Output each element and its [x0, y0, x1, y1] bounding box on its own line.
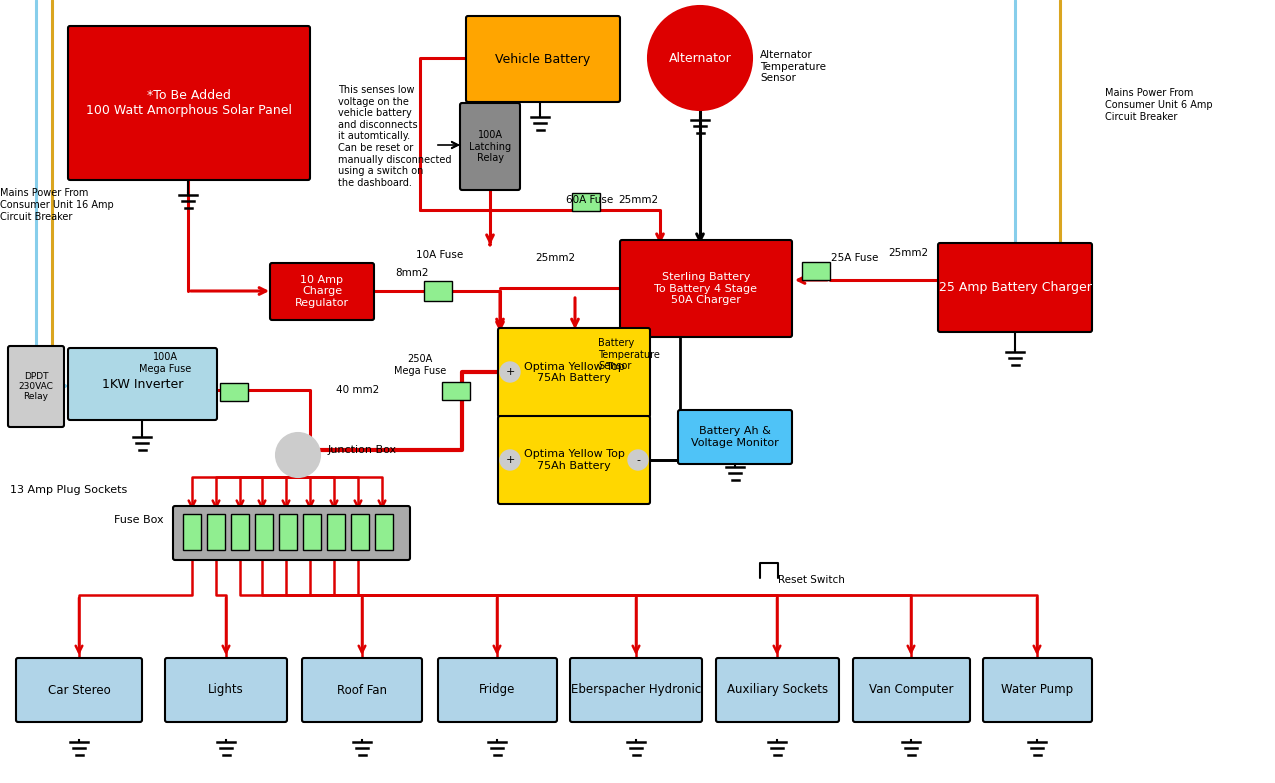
Text: Sterling Battery
To Battery 4 Stage
50A Charger: Sterling Battery To Battery 4 Stage 50A …	[654, 272, 757, 305]
FancyBboxPatch shape	[853, 658, 970, 722]
Bar	[375, 514, 393, 550]
Bar	[255, 514, 273, 550]
Text: 25 Amp Battery Charger: 25 Amp Battery Charger	[938, 281, 1091, 294]
FancyBboxPatch shape	[570, 658, 703, 722]
FancyBboxPatch shape	[499, 416, 650, 504]
Text: 100A
Mega Fuse: 100A Mega Fuse	[139, 352, 191, 373]
FancyBboxPatch shape	[439, 658, 557, 722]
Text: Mains Power From
Consumer Unit 16 Amp
Circuit Breaker: Mains Power From Consumer Unit 16 Amp Ci…	[0, 189, 113, 222]
Text: Alternator: Alternator	[668, 52, 732, 64]
FancyBboxPatch shape	[164, 658, 287, 722]
Text: DPDT
230VAC
Relay: DPDT 230VAC Relay	[19, 372, 54, 402]
Text: Car Stereo: Car Stereo	[47, 684, 111, 697]
FancyBboxPatch shape	[68, 348, 217, 420]
Text: 60A Fuse: 60A Fuse	[566, 195, 613, 205]
Circle shape	[275, 433, 320, 477]
Text: Auxiliary Sockets: Auxiliary Sockets	[727, 684, 827, 697]
Bar	[221, 383, 249, 401]
Text: +: +	[505, 367, 515, 377]
Text: 25mm2: 25mm2	[887, 248, 928, 258]
FancyBboxPatch shape	[8, 346, 64, 427]
Text: Eberspacher Hydronic: Eberspacher Hydronic	[571, 684, 701, 697]
FancyBboxPatch shape	[465, 16, 620, 102]
Circle shape	[500, 450, 520, 470]
Text: Junction Box: Junction Box	[328, 445, 397, 455]
Text: 8mm2: 8mm2	[395, 268, 428, 278]
FancyBboxPatch shape	[620, 240, 792, 337]
Text: Roof Fan: Roof Fan	[337, 684, 388, 697]
Text: 250A
Mega Fuse: 250A Mega Fuse	[394, 354, 446, 376]
Text: Fuse Box: Fuse Box	[115, 515, 164, 525]
Text: Lights: Lights	[208, 684, 244, 697]
Text: Optima Yellow Top
75Ah Battery: Optima Yellow Top 75Ah Battery	[524, 449, 625, 471]
Text: -: -	[636, 455, 640, 465]
FancyBboxPatch shape	[983, 658, 1091, 722]
Text: Vehicle Battery: Vehicle Battery	[496, 52, 590, 66]
Text: +: +	[505, 455, 515, 465]
FancyBboxPatch shape	[499, 328, 650, 417]
FancyBboxPatch shape	[678, 410, 792, 464]
Circle shape	[629, 450, 648, 470]
Bar	[572, 193, 601, 211]
Text: Battery
Temperature
Sensor: Battery Temperature Sensor	[598, 338, 660, 371]
FancyBboxPatch shape	[17, 658, 142, 722]
Text: 13 Amp Plug Sockets: 13 Amp Plug Sockets	[10, 485, 128, 495]
Text: Fridge: Fridge	[479, 684, 515, 697]
Text: Battery Ah &
Voltage Monitor: Battery Ah & Voltage Monitor	[691, 426, 779, 448]
Bar	[442, 382, 470, 400]
Text: 1KW Inverter: 1KW Inverter	[102, 377, 184, 391]
FancyBboxPatch shape	[460, 103, 520, 190]
Bar	[303, 514, 321, 550]
Text: *To Be Added
100 Watt Amorphous Solar Panel: *To Be Added 100 Watt Amorphous Solar Pa…	[85, 89, 292, 117]
FancyBboxPatch shape	[270, 263, 374, 320]
Bar	[231, 514, 249, 550]
Text: 25mm2: 25mm2	[536, 253, 575, 263]
Bar	[184, 514, 201, 550]
FancyBboxPatch shape	[173, 506, 411, 560]
Text: Mains Power From
Consumer Unit 6 Amp
Circuit Breaker: Mains Power From Consumer Unit 6 Amp Cir…	[1105, 88, 1213, 121]
Text: Van Computer: Van Computer	[870, 684, 954, 697]
Text: 25A Fuse: 25A Fuse	[831, 253, 878, 263]
Bar	[279, 514, 297, 550]
FancyBboxPatch shape	[68, 26, 310, 180]
FancyBboxPatch shape	[302, 658, 422, 722]
Text: 100A
Latching
Relay: 100A Latching Relay	[469, 130, 511, 163]
Text: 40 mm2: 40 mm2	[337, 385, 380, 395]
Text: Alternator
Temperature
Sensor: Alternator Temperature Sensor	[760, 50, 826, 83]
Bar	[425, 281, 453, 301]
Text: Optima Yellow Top
75Ah Battery: Optima Yellow Top 75Ah Battery	[524, 362, 625, 384]
Bar	[207, 514, 224, 550]
Bar	[326, 514, 346, 550]
Circle shape	[648, 6, 752, 110]
Bar	[351, 514, 368, 550]
Text: Water Pump: Water Pump	[1001, 684, 1074, 697]
Text: 25mm2: 25mm2	[618, 195, 658, 205]
Text: Reset Switch: Reset Switch	[778, 575, 845, 585]
Circle shape	[500, 362, 520, 382]
FancyBboxPatch shape	[938, 243, 1091, 332]
Text: This senses low
voltage on the
vehicle battery
and disconnects
it automtically.
: This senses low voltage on the vehicle b…	[338, 85, 451, 188]
Text: 10A Fuse: 10A Fuse	[417, 250, 464, 260]
Bar	[802, 262, 830, 280]
FancyBboxPatch shape	[717, 658, 839, 722]
Text: 10 Amp
Charge
Regulator: 10 Amp Charge Regulator	[295, 275, 349, 308]
